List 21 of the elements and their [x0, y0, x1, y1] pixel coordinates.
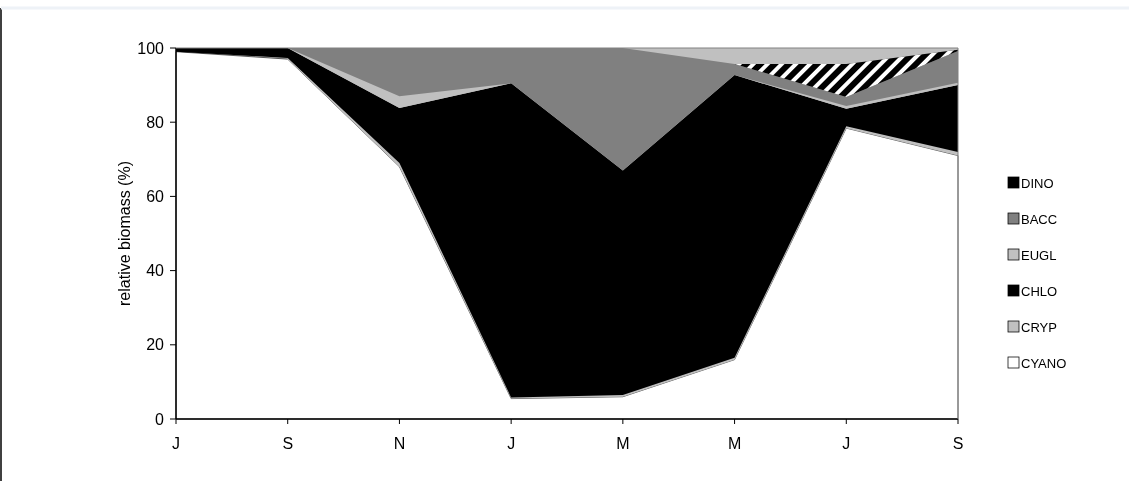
x-tick-label: J: [172, 435, 180, 452]
x-tick-label: S: [282, 435, 294, 452]
legend-label: EUGL: [1021, 247, 1057, 263]
y-tick-label: 80: [146, 113, 165, 131]
legend-label: CRYP: [1021, 319, 1057, 335]
x-tick-label: S: [952, 435, 964, 452]
x-tick-label: J: [842, 435, 851, 452]
y-tick-label: 60: [146, 188, 165, 205]
y-tick-label: 0: [155, 410, 165, 428]
y-axis-title: relative biomass (%): [115, 161, 133, 306]
y-tick-label: 40: [146, 262, 165, 280]
legend-label: BACC: [1021, 211, 1058, 227]
y-tick-label: 20: [146, 336, 165, 354]
x-tick-label: M: [616, 435, 630, 452]
legend-label: CHLO: [1021, 283, 1058, 299]
x-tick-label: N: [393, 435, 406, 452]
x-tick-label: M: [727, 435, 742, 452]
legend-label: CYANO: [1021, 355, 1067, 371]
x-tick-label: J: [507, 435, 516, 452]
y-tick-label: 100: [137, 39, 165, 57]
legend-label: DINO: [1021, 175, 1054, 191]
